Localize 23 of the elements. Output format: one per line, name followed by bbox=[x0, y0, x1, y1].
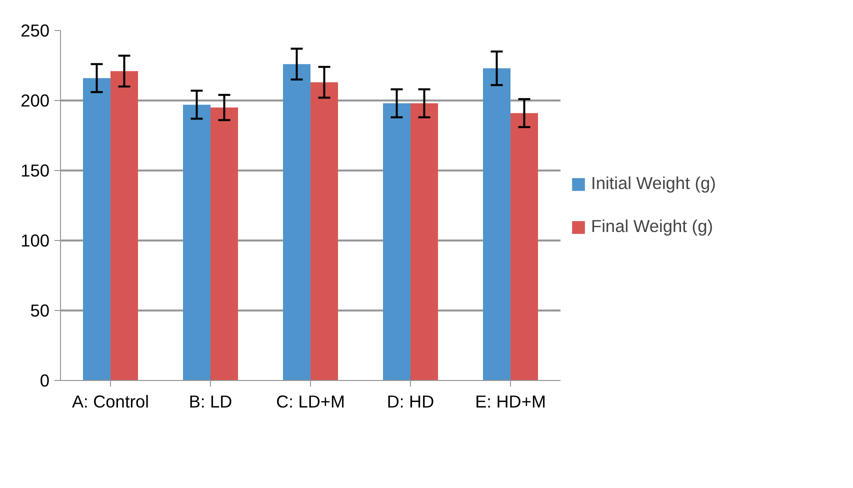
y-tick-label: 200 bbox=[20, 90, 50, 110]
bar bbox=[283, 64, 310, 380]
y-tick-label: 100 bbox=[20, 230, 50, 250]
x-tick-label: D: HD bbox=[386, 392, 434, 412]
y-tick-label: 0 bbox=[40, 370, 50, 390]
y-tick-label: 250 bbox=[20, 20, 50, 40]
legend-label: Initial Weight (g) bbox=[591, 173, 716, 194]
bar bbox=[210, 108, 238, 380]
x-tick-label: A: Control bbox=[72, 392, 150, 412]
x-tick-label: B: LD bbox=[188, 392, 232, 412]
bar bbox=[110, 71, 138, 380]
bar bbox=[83, 78, 110, 380]
x-tick-label: C: LD+M bbox=[276, 392, 345, 412]
y-tick-label: 150 bbox=[20, 160, 50, 180]
bar bbox=[510, 113, 538, 380]
bar bbox=[383, 103, 410, 380]
legend-label: Final Weight (g) bbox=[591, 216, 713, 237]
bar bbox=[310, 82, 338, 380]
bar bbox=[410, 103, 438, 380]
x-tick-label: E: HD+M bbox=[475, 392, 546, 412]
y-tick-label: 50 bbox=[30, 300, 50, 320]
bar bbox=[183, 104, 210, 380]
bar bbox=[483, 68, 510, 380]
